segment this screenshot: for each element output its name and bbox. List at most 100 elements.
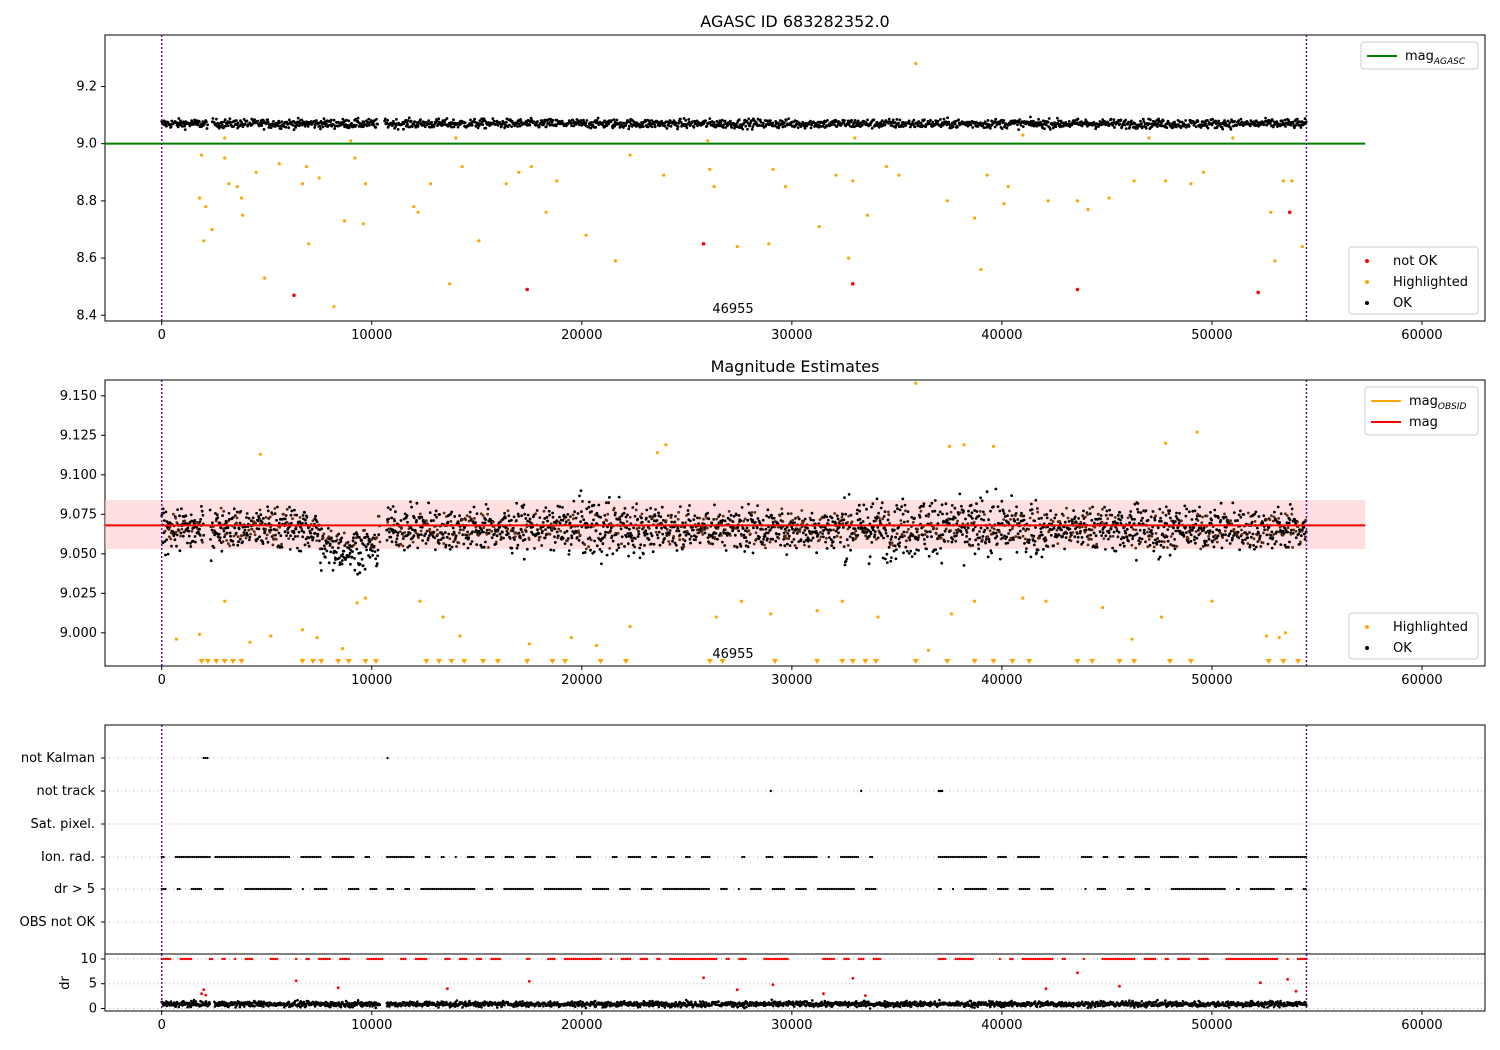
highlighted-point	[613, 259, 618, 263]
ok-point	[1207, 534, 1210, 538]
ok-point	[1239, 117, 1243, 121]
ok-point	[537, 538, 541, 542]
ok-point	[494, 123, 498, 126]
ok-point	[949, 517, 952, 521]
ok-point	[1121, 541, 1125, 545]
ok-point	[598, 532, 602, 536]
ok-point	[515, 546, 519, 550]
ok-point	[272, 120, 275, 123]
ok-point	[244, 536, 248, 540]
ok-point	[636, 517, 640, 521]
ok-point	[227, 511, 231, 515]
ok-point	[1033, 519, 1037, 523]
ok-point	[228, 117, 232, 121]
ok-point	[292, 531, 296, 535]
ok-point	[994, 117, 998, 121]
ok-point	[236, 543, 240, 547]
ok-point	[277, 531, 281, 535]
ok-point	[445, 117, 449, 120]
ok-point	[784, 118, 788, 122]
ok-point	[742, 533, 746, 537]
ok-point	[1140, 122, 1143, 125]
ok-point	[938, 510, 942, 514]
ok-point	[1016, 123, 1019, 127]
ok-point	[177, 117, 181, 120]
ok-point	[303, 124, 307, 128]
ok-point	[729, 119, 732, 123]
ok-point	[523, 512, 527, 516]
ok-point	[894, 548, 898, 551]
ok-point	[528, 517, 532, 521]
ok-point	[885, 561, 889, 564]
ok-point	[670, 513, 673, 517]
ok-point	[290, 509, 294, 513]
ok-point	[822, 535, 825, 539]
ok-point	[1066, 516, 1070, 520]
ok-point	[761, 541, 764, 544]
ok-point	[896, 507, 899, 511]
ok-point	[661, 541, 665, 544]
highlighted-point	[1231, 136, 1235, 140]
ok-point	[566, 539, 569, 543]
ok-point	[486, 507, 490, 511]
ok-point	[1214, 534, 1217, 537]
ok-point	[720, 118, 724, 122]
ok-point	[1172, 544, 1176, 548]
ok-point	[599, 539, 603, 543]
ok-point	[283, 517, 287, 521]
ok-point	[1223, 119, 1226, 122]
ok-point	[1162, 545, 1165, 549]
ok-point	[548, 532, 552, 536]
ok-point	[375, 562, 379, 566]
ok-point	[1069, 539, 1073, 543]
ok-point	[993, 125, 997, 129]
ok-point	[804, 533, 808, 537]
ok-point	[744, 124, 748, 128]
ok-point	[812, 518, 815, 522]
ok-point	[1279, 543, 1283, 546]
ok-point	[706, 511, 710, 515]
highlighted-point	[241, 213, 245, 217]
ok-point	[262, 119, 265, 123]
ok-point	[1274, 517, 1277, 521]
ok-point	[570, 124, 573, 128]
ok-point	[759, 118, 762, 122]
ok-point	[314, 514, 317, 518]
ok-point	[1187, 125, 1191, 128]
ok-point	[435, 515, 438, 519]
ok-point	[448, 547, 452, 551]
ok-point	[492, 119, 496, 123]
highlighted-point	[628, 153, 632, 157]
ok-point	[787, 117, 791, 120]
ok-point	[513, 535, 517, 539]
ok-point	[481, 123, 485, 126]
ok-point	[179, 534, 183, 538]
ok-point	[1129, 515, 1133, 519]
ok-point	[1045, 516, 1049, 520]
ok-point	[889, 538, 893, 541]
ok-point	[702, 517, 705, 521]
ok-point	[410, 125, 414, 128]
ok-point	[522, 557, 526, 561]
ok-point	[581, 500, 584, 503]
ok-point	[322, 544, 326, 548]
ok-point	[987, 518, 990, 522]
ok-point	[423, 534, 426, 538]
ok-point	[1144, 540, 1147, 544]
highlighted-point	[263, 276, 267, 280]
ok-point	[877, 511, 880, 515]
ok-point	[887, 117, 891, 121]
ok-point	[871, 502, 875, 506]
ok-point	[448, 537, 452, 541]
ok-point	[1196, 120, 1200, 123]
ok-point	[593, 539, 596, 543]
not-ok-point	[1287, 210, 1292, 215]
ok-point	[234, 514, 237, 517]
ok-point	[902, 520, 906, 524]
ok-point	[626, 532, 630, 535]
ok-point	[1142, 120, 1146, 123]
ok-point	[491, 520, 495, 524]
ok-point	[210, 528, 214, 532]
ok-point	[1220, 546, 1224, 550]
ok-point	[485, 532, 489, 536]
